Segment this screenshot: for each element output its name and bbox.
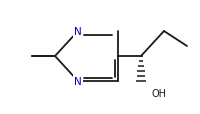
Text: OH: OH: [152, 88, 167, 98]
Text: N: N: [74, 76, 82, 86]
Text: N: N: [74, 27, 82, 37]
